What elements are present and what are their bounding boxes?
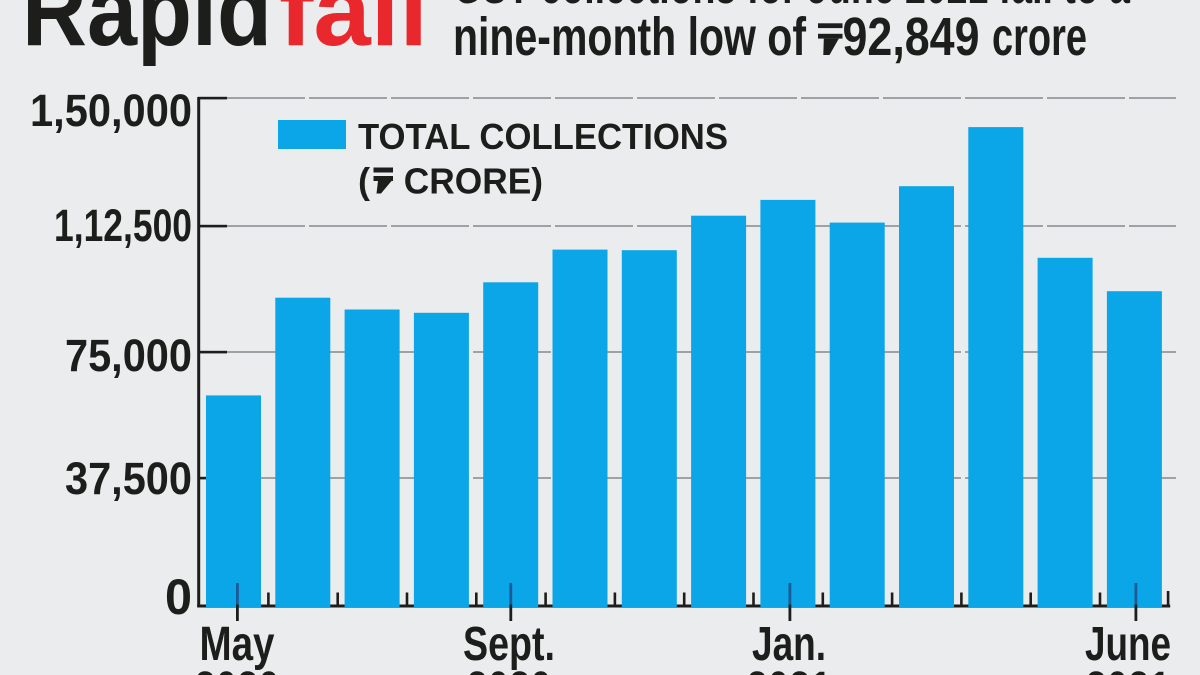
svg-text:0: 0: [165, 569, 192, 625]
svg-text:Rapid: Rapid: [22, 0, 272, 67]
svg-text:2020: 2020: [195, 663, 280, 675]
svg-text:June: June: [1085, 618, 1171, 671]
svg-text:92,849: 92,849: [843, 7, 980, 67]
svg-text:2021: 2021: [1086, 663, 1171, 675]
svg-text:GST collections for June 2021: GST collections for June 2021 fall to a: [453, 0, 1131, 15]
svg-text:Sept.: Sept.: [463, 618, 555, 671]
svg-text:(: (: [358, 161, 370, 202]
svg-text:1,12,500: 1,12,500: [54, 200, 192, 251]
svg-text:May: May: [200, 618, 275, 671]
svg-text:TOTAL COLLECTIONS: TOTAL COLLECTIONS: [358, 116, 728, 157]
svg-text:2021: 2021: [747, 663, 832, 675]
svg-text:Jan.: Jan.: [752, 618, 826, 671]
svg-text:75,000: 75,000: [65, 330, 192, 381]
svg-text:fall: fall: [279, 0, 428, 67]
svg-text:2020: 2020: [467, 663, 552, 675]
svg-text:1,50,000: 1,50,000: [30, 85, 192, 136]
svg-text:37,500: 37,500: [65, 453, 192, 504]
svg-text:CRORE): CRORE): [394, 161, 543, 202]
svg-text:crore: crore: [992, 7, 1087, 67]
svg-text:nine-month low of: nine-month low of: [453, 7, 807, 67]
